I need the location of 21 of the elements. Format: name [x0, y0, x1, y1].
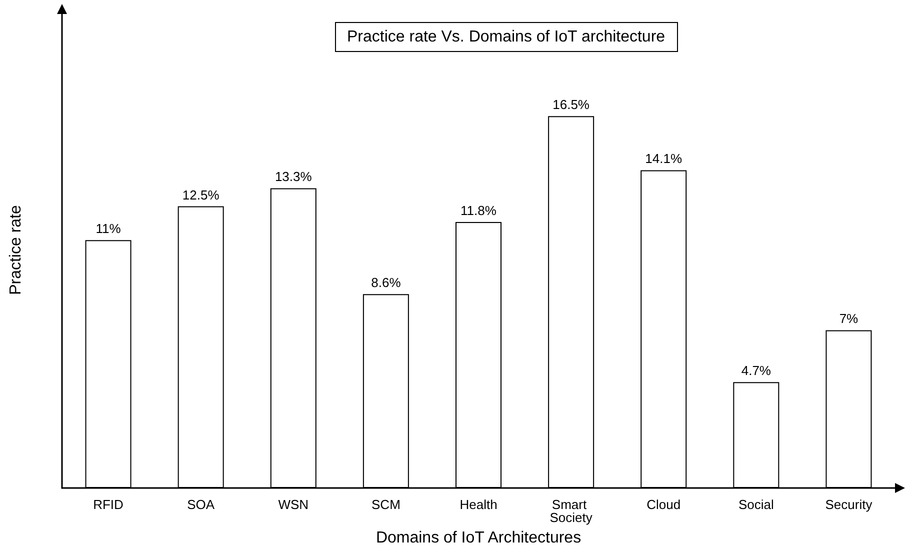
- data-label: 11%: [96, 221, 122, 236]
- x-axis-title: Domains of IoT Architectures: [376, 530, 582, 546]
- x-tick-label: Social: [738, 497, 774, 512]
- data-label: 13.3%: [274, 169, 312, 184]
- y-axis-title: Practice rate: [8, 204, 24, 295]
- x-tick-label: RFID: [93, 497, 124, 512]
- x-tick-label: Smart Society: [550, 497, 593, 525]
- x-tick-label: WSN: [278, 497, 309, 512]
- x-tick-label: Health: [460, 497, 498, 512]
- data-label: 16.5%: [552, 97, 590, 112]
- x-tick-label: SOA: [187, 497, 215, 512]
- data-label: 4.7%: [741, 363, 772, 378]
- data-label: 12.5%: [182, 187, 220, 202]
- x-tick-label: Cloud: [646, 497, 681, 512]
- data-label: 11.8%: [460, 203, 497, 218]
- data-label: 7%: [839, 311, 859, 326]
- data-label: 8.6%: [371, 275, 402, 290]
- data-label: 14.1%: [645, 151, 682, 166]
- x-tick-label: SCM: [372, 497, 400, 512]
- chart-title: Practice rate Vs. Domains of IoT architecture: [347, 28, 666, 46]
- x-tick-label: Security: [825, 497, 873, 512]
